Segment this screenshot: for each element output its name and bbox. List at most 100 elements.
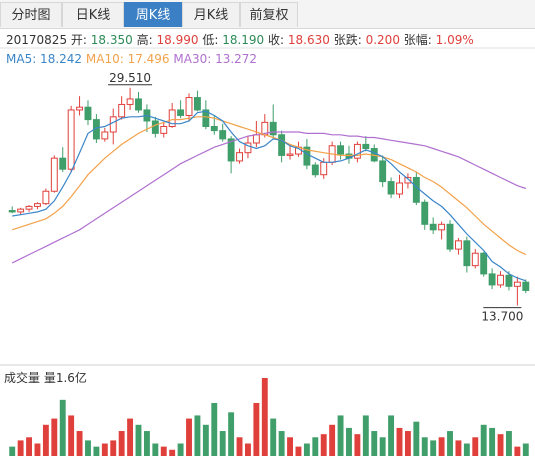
volume-bar — [506, 431, 512, 456]
volume-bar — [287, 437, 293, 456]
candle-body — [25, 205, 33, 210]
volume-bar — [261, 378, 268, 456]
candle-body — [497, 274, 504, 286]
volume-bar — [388, 415, 395, 456]
candle-body — [438, 223, 446, 231]
candle-body — [168, 109, 176, 127]
candle-body — [379, 160, 387, 183]
volume-bar — [489, 427, 496, 456]
volume-bar — [17, 440, 24, 456]
low-label: 低: — [202, 33, 219, 47]
candle-body — [202, 109, 210, 127]
candle-body — [421, 201, 429, 225]
volume-bar — [202, 424, 209, 456]
ma10-label: MA10: 17.496 — [85, 52, 170, 66]
volume-bar — [463, 443, 470, 456]
candle-body — [151, 120, 159, 134]
volume-bar — [522, 443, 529, 456]
volume-bar — [152, 443, 159, 456]
volume-bar — [127, 418, 134, 456]
candle-body — [67, 109, 75, 170]
candle-body — [236, 152, 243, 162]
candle-body — [210, 125, 218, 132]
candle-body — [59, 157, 67, 170]
low-value: 18.190 — [222, 33, 265, 47]
volume-bar — [371, 431, 378, 456]
volume-bar — [404, 431, 411, 456]
tab-forward-adjust[interactable]: 前复权 — [240, 2, 298, 27]
pct-label: 张幅: — [403, 33, 432, 47]
candle-body — [505, 274, 513, 287]
volume-bar — [177, 443, 184, 456]
volume-bar — [211, 402, 218, 456]
volume-bar — [396, 427, 403, 456]
volume-bar — [101, 443, 108, 456]
candle-body — [353, 143, 361, 159]
quote-date: 20170825 — [6, 33, 68, 47]
volume-bar — [253, 402, 260, 456]
volume-bar — [413, 421, 420, 456]
candle-body — [193, 97, 201, 111]
open-value: 18.350 — [90, 33, 133, 47]
ma5-line — [12, 110, 526, 282]
volume-bar — [497, 434, 504, 456]
candle-body — [396, 182, 403, 195]
tab-monthly-kline[interactable]: 月K线 — [182, 2, 240, 27]
volume-bar — [438, 437, 445, 456]
volume-bar — [143, 431, 150, 456]
volume-bar — [278, 431, 285, 456]
max-price-label: 29.510 — [109, 71, 151, 85]
ma30-label: MA30: 13.272 — [173, 52, 258, 66]
volume-bar — [337, 415, 344, 456]
candle-body — [177, 109, 185, 116]
candle-body — [480, 252, 488, 275]
tab-intraday[interactable]: 分时图 — [0, 2, 62, 27]
candle-body — [126, 98, 134, 105]
candle-body — [244, 142, 252, 154]
volume-bar — [455, 440, 462, 456]
candle-body — [488, 273, 496, 286]
candle-body — [135, 98, 142, 111]
volume-bar — [514, 446, 521, 456]
volume-bar — [430, 440, 437, 456]
candle-body — [429, 223, 437, 231]
candle-body — [446, 223, 454, 250]
volume-bar — [59, 399, 66, 456]
candle-body — [50, 157, 58, 192]
volume-bar — [228, 412, 235, 456]
tab-weekly-kline[interactable]: 周K线 — [124, 2, 182, 27]
volume-bar — [303, 443, 310, 456]
volume-bar — [354, 434, 361, 456]
tab-daily-kline[interactable]: 日K线 — [62, 2, 124, 27]
candle-body — [34, 203, 41, 207]
candle-body — [278, 134, 286, 156]
ma5-label: MA5: 18.242 — [6, 52, 83, 66]
ma30-line — [11, 131, 526, 264]
volume-bar — [68, 415, 75, 456]
volume-bar — [42, 424, 49, 456]
period-tab-bar: 分时图 日K线 周K线 月K线 前复权 — [0, 0, 535, 29]
candle-body — [185, 97, 193, 116]
volume-bar — [219, 431, 226, 456]
volume-bar — [447, 431, 453, 456]
high-label: 高: — [136, 33, 153, 47]
candle-body — [286, 153, 294, 156]
candle-body — [118, 103, 126, 118]
quote-bar: 20170825 开: 18.350 高: 18.990 低: 18.190 收… — [6, 31, 474, 48]
candle-body — [320, 161, 328, 176]
candle-body — [109, 116, 117, 133]
volume-bar — [26, 437, 32, 456]
open-label: 开: — [70, 33, 87, 47]
volume-bar — [472, 437, 479, 456]
close-value: 18.630 — [287, 33, 330, 47]
volume-bar — [194, 415, 201, 456]
volume-bar — [312, 437, 319, 456]
volume-bar — [34, 443, 41, 456]
ma10-line — [12, 116, 527, 256]
volume-bar — [76, 431, 83, 456]
candle-body — [101, 131, 109, 140]
candle-body — [387, 181, 395, 195]
volume-bar — [346, 427, 352, 456]
volume-bar — [169, 449, 176, 456]
